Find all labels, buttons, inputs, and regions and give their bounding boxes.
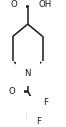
Text: N: N: [24, 69, 31, 78]
Text: O: O: [9, 87, 15, 96]
Text: F: F: [43, 98, 48, 107]
Text: F: F: [25, 113, 30, 122]
Text: OH: OH: [38, 0, 51, 9]
Text: O: O: [11, 0, 17, 9]
Text: F: F: [36, 117, 41, 126]
